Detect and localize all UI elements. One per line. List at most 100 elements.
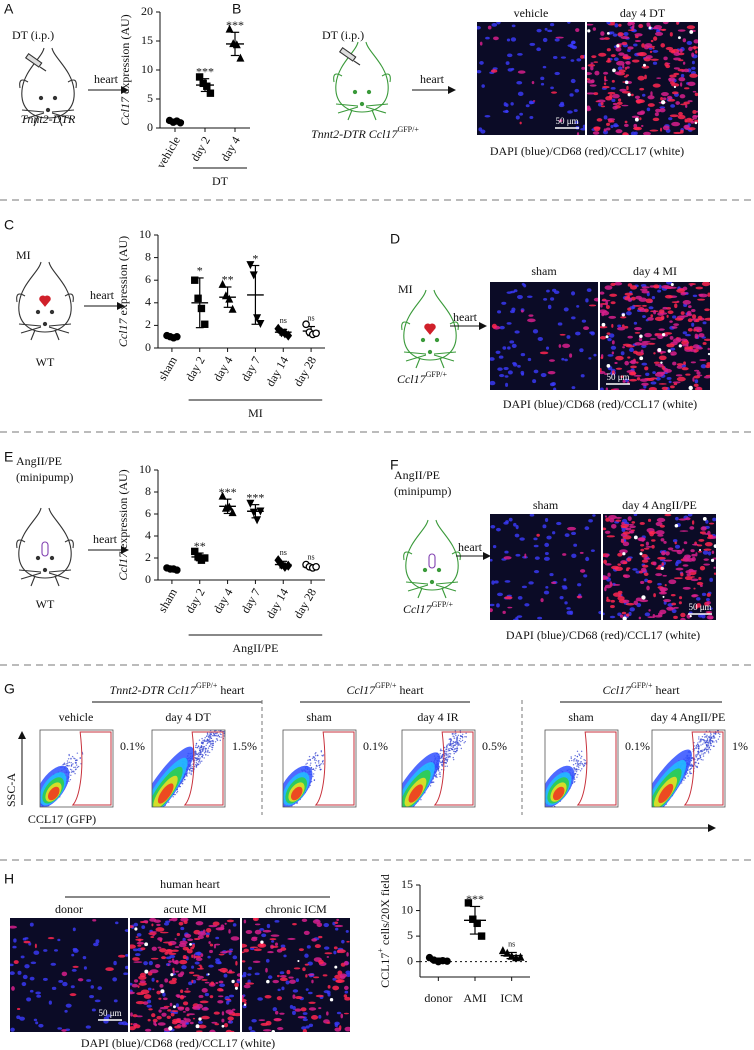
ccl17-signal	[196, 1024, 200, 1028]
event	[713, 736, 714, 737]
group-label: human heart	[160, 877, 220, 891]
event	[437, 769, 438, 770]
event	[210, 742, 211, 743]
ccl17-signal	[678, 36, 681, 39]
cd68-signal	[221, 924, 225, 929]
nucleus	[180, 927, 184, 930]
cd68-signal	[493, 36, 499, 40]
cd68-signal	[309, 1007, 316, 1010]
cd68-signal	[187, 949, 193, 954]
cd68-signal	[521, 310, 524, 313]
cd68-signal	[617, 563, 621, 565]
cd68-signal	[693, 588, 695, 590]
minipump-icon	[42, 542, 48, 556]
gate-percent: 0.1%	[120, 739, 145, 753]
ccl17-signal	[690, 615, 692, 617]
event	[708, 751, 709, 752]
cd68-signal	[201, 1007, 208, 1010]
nucleus	[505, 103, 508, 107]
cd68-signal	[280, 947, 286, 951]
cd68-signal	[663, 20, 669, 24]
event	[213, 726, 214, 727]
cd68-signal	[206, 935, 209, 938]
nucleus	[569, 93, 573, 96]
ccl17-signal	[173, 1005, 176, 1008]
cd68-signal	[594, 61, 599, 63]
point	[195, 295, 201, 301]
mouse-eye	[50, 556, 53, 559]
nucleus	[553, 387, 556, 391]
nucleus	[165, 920, 170, 922]
cd68-signal	[302, 919, 307, 922]
event	[452, 733, 453, 734]
event	[199, 762, 200, 763]
event	[457, 742, 458, 743]
cd68-signal	[681, 70, 684, 72]
cd68-signal	[177, 933, 180, 936]
significance: ns	[280, 316, 287, 325]
cd68-signal	[197, 968, 204, 970]
event	[452, 743, 453, 744]
organ-label: heart	[420, 72, 445, 86]
event	[202, 754, 203, 755]
event	[708, 728, 709, 729]
cd68-signal	[647, 616, 654, 618]
cd68-signal	[650, 59, 658, 61]
nucleus	[634, 513, 638, 516]
event	[700, 740, 701, 741]
cd68-signal	[295, 996, 303, 999]
caption: DAPI (blue)/CD68 (red)/CCL17 (white)	[490, 144, 684, 158]
event	[214, 733, 215, 734]
cd68-signal	[704, 318, 713, 321]
event	[715, 727, 716, 728]
y-tick-label: 0	[145, 572, 151, 586]
event	[172, 796, 173, 797]
scale-label: 50 μm	[98, 1008, 121, 1018]
nucleus	[566, 607, 570, 610]
scale-label: 50 μm	[555, 116, 578, 126]
event	[456, 737, 457, 738]
event	[450, 753, 451, 754]
cd68-signal	[187, 938, 193, 941]
event	[208, 747, 209, 748]
nucleus	[563, 578, 566, 581]
panel-letter: H	[4, 871, 14, 887]
nucleus	[141, 925, 145, 929]
event	[554, 809, 555, 810]
event	[703, 753, 704, 754]
cd68-signal	[657, 534, 663, 536]
cd68-signal	[299, 948, 304, 951]
nucleus	[541, 373, 547, 377]
nucleus	[706, 598, 710, 601]
event	[209, 745, 210, 746]
significance: ns	[308, 313, 315, 322]
nucleus	[529, 43, 535, 46]
caption: DAPI (blue)/CD68 (red)/CCL17 (white)	[81, 1036, 275, 1050]
cd68-signal	[580, 552, 584, 554]
cd68-signal	[280, 978, 288, 982]
cd68-signal	[48, 937, 55, 939]
cd68-signal	[643, 132, 651, 136]
event	[459, 740, 460, 741]
nucleus	[224, 974, 228, 978]
cd68-signal	[621, 526, 627, 528]
mouse-eye	[53, 96, 56, 99]
nucleus	[648, 306, 653, 309]
event	[456, 739, 457, 740]
cd68-signal	[640, 544, 644, 546]
nucleus	[629, 607, 634, 611]
cd68-signal	[688, 305, 692, 308]
cd68-signal	[639, 117, 641, 120]
nucleus	[22, 982, 27, 986]
cd68-signal	[644, 333, 652, 337]
mouse-icon	[17, 262, 74, 340]
event	[67, 760, 68, 761]
nucleus	[657, 290, 661, 293]
nucleus	[497, 593, 503, 596]
nucleus	[545, 518, 548, 522]
mouse-eye	[353, 90, 356, 93]
event	[707, 738, 708, 739]
cd68-signal	[641, 350, 644, 354]
event	[710, 749, 711, 750]
nucleus	[21, 955, 25, 958]
